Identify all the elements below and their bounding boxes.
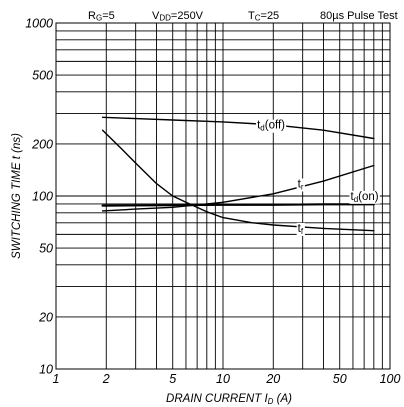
y-tick-label: 10	[39, 363, 53, 377]
series-label-tf: tf	[298, 223, 304, 236]
series-label-bg	[296, 222, 305, 236]
y-tick-label: 20	[38, 310, 53, 324]
y-tick-label: 200	[31, 137, 53, 151]
series-label-bg	[256, 119, 287, 133]
series-line-td(off)	[101, 116, 375, 140]
plot-frame	[55, 22, 391, 370]
x-tick-label: 1	[53, 372, 60, 386]
x-tick-label: 10	[216, 372, 230, 386]
x-tick-label: 5	[169, 372, 176, 386]
series-label-bg	[349, 190, 380, 204]
x-tick-label: 2	[102, 372, 110, 386]
series-line-tr	[101, 164, 375, 212]
tick-labels: 1 2 5 10 20 50 100 10 20 50 100 200 500 1000	[25, 17, 400, 387]
series-curves	[101, 116, 375, 232]
series-label-tr: tr	[298, 178, 304, 191]
grid-lines	[56, 23, 390, 369]
x-tick-label: 20	[265, 372, 280, 386]
condition-label: 80µs Pulse Test	[320, 10, 398, 22]
y-tick-label: 50	[39, 242, 53, 256]
condition-label: VDD=250V	[152, 10, 204, 23]
axis-labels: DRAIN CURRENT ID (A) SWITCHING TIME t (ns…	[11, 133, 292, 406]
y-tick-label: 1000	[25, 17, 53, 31]
series-labels: td(off) tr td(on) tf	[256, 119, 380, 236]
series-line-td(on)	[101, 203, 375, 207]
y-tick-label: 500	[32, 69, 53, 83]
series-label-bg	[296, 178, 305, 192]
series-label-td(on): td(on)	[350, 191, 378, 204]
y-axis-label: SWITCHING TIME t (ns)	[11, 133, 23, 259]
condition-label: TC=25	[248, 10, 279, 23]
series-label-td(off): td(off)	[257, 120, 285, 133]
series-line-tf	[101, 129, 375, 232]
condition-label: RG=5	[88, 10, 115, 23]
y-tick-label: 100	[32, 190, 53, 204]
x-axis-label: DRAIN CURRENT ID (A)	[166, 393, 292, 406]
x-tick-label: 100	[380, 372, 401, 386]
x-tick-label: 50	[333, 372, 347, 386]
test-conditions: RG=5 VDD=250V TC=25 80µs Pulse Test	[88, 10, 398, 23]
